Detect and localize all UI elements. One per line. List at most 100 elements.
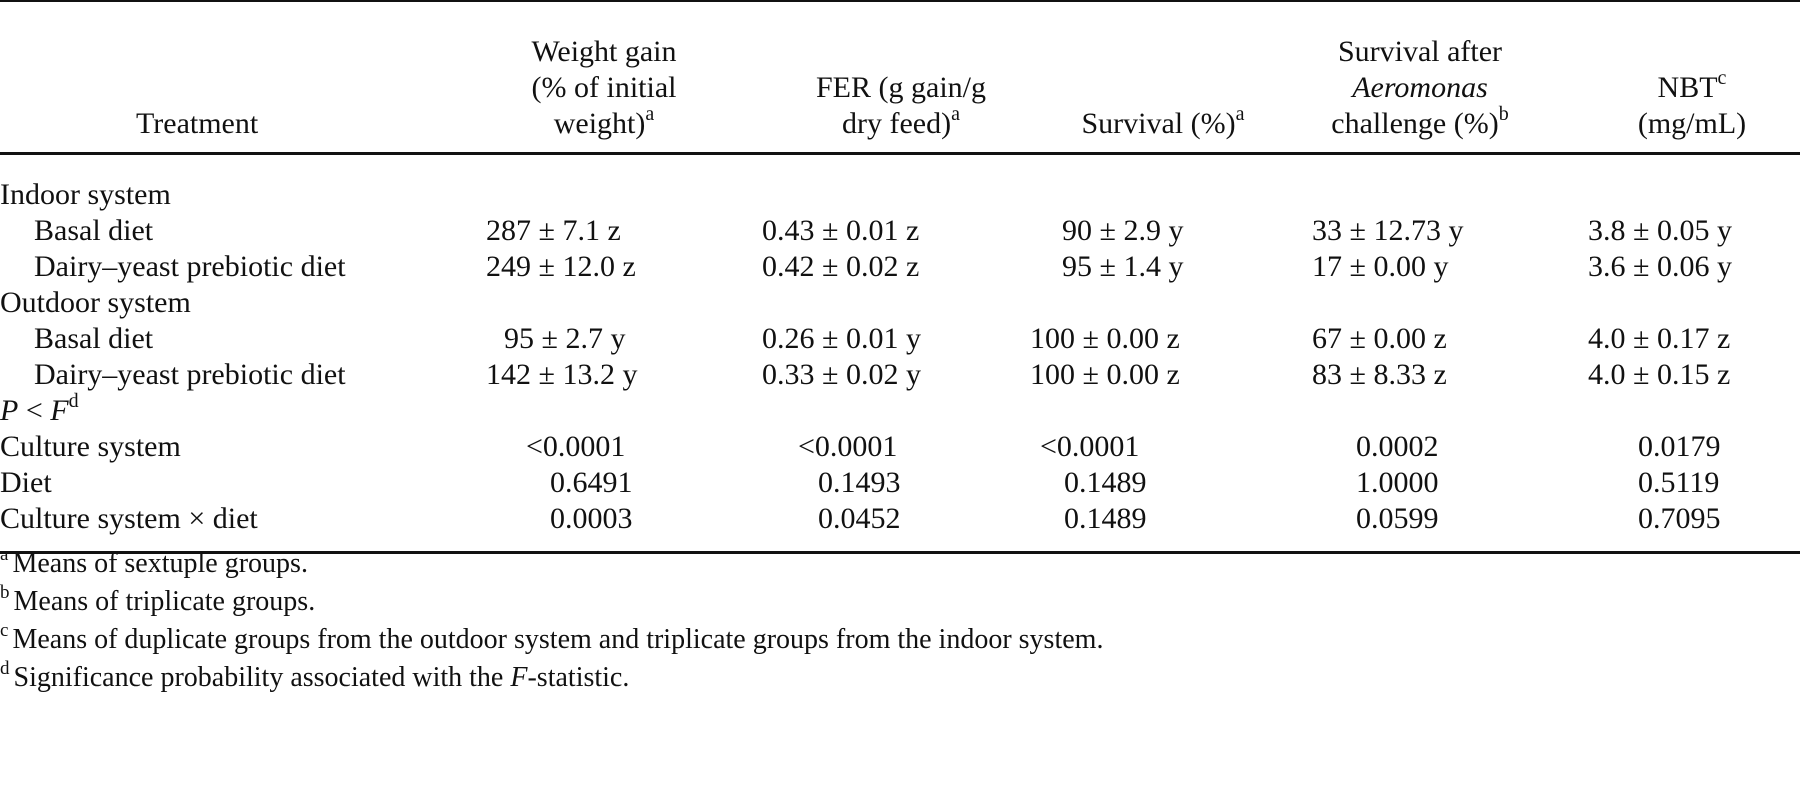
pf-f: F [50, 393, 69, 427]
cell-weight-gain: 142 ± 13.2 y [486, 357, 638, 391]
header-weight-gain: Weight gain (% of initial weight)a [460, 0, 728, 155]
cell-challenge: 1.0000 [1356, 465, 1439, 499]
cell-fer: 0.26 ± 0.01 y [762, 321, 921, 355]
footnote-mark: c [0, 619, 9, 641]
row-label: Dairy–yeast prebiotic diet [34, 357, 346, 391]
cell-nbt: 0.0179 [1638, 429, 1721, 463]
cell-fer: 0.42 ± 0.02 z [762, 249, 920, 283]
cell-challenge: 0.0002 [1356, 429, 1439, 463]
footnote-mark: b [1498, 102, 1509, 125]
header-challenge-line2: Aeromonas [1352, 70, 1488, 104]
cell-challenge: 83 ± 8.33 z [1312, 357, 1447, 391]
pf-op: < [18, 393, 51, 427]
cell-nbt: 3.6 ± 0.06 y [1588, 249, 1732, 283]
row-label: Dairy–yeast prebiotic diet [34, 249, 346, 283]
table-row: Culture system × diet 0.0003 0.0452 0.14… [0, 500, 1800, 554]
cell-challenge: 67 ± 0.00 z [1312, 321, 1447, 355]
cell-survival: 100 ± 0.00 z [1030, 357, 1180, 391]
cell-survival: 0.1489 [1064, 465, 1147, 499]
table-row: Culture system <0.0001 <0.0001 <0.0001 0… [0, 429, 1800, 465]
cell-weight-gain: 0.6491 [550, 465, 633, 499]
results-table: Treatment Weight gain (% of initial weig… [0, 0, 1800, 554]
cell-fer: 0.33 ± 0.02 y [762, 357, 921, 391]
header-fer: FER (g gain/g dry feed)a [728, 0, 1014, 155]
cell-survival: <0.0001 [1040, 429, 1140, 463]
header-nbt-text: NBT [1657, 70, 1718, 104]
pf-p: P [0, 393, 19, 427]
section-row-outdoor: Outdoor system [0, 285, 1800, 321]
header-survival-text: Survival (%) [1081, 106, 1236, 140]
footnote-mark: d [0, 657, 10, 679]
table-row: Basal diet 287 ± 7.1 z 0.43 ± 0.01 z 90 … [0, 213, 1800, 249]
header-challenge-line3-text: challenge (%) [1331, 106, 1499, 140]
cell-nbt: 0.5119 [1638, 465, 1720, 499]
header-nbt-line1: NBTc [1584, 66, 1800, 106]
footnote-text-post: -statistic. [527, 662, 630, 693]
footnote-mark: a [951, 102, 960, 125]
footnote-mark: c [1717, 66, 1727, 89]
header-treatment: Treatment [0, 0, 460, 155]
header-row: Treatment Weight gain (% of initial weig… [0, 0, 1800, 155]
cell-weight-gain: 0.0003 [460, 500, 728, 554]
header-nbt: NBTc (mg/mL) [1544, 0, 1800, 155]
header-nbt-line2: (mg/mL) [1637, 106, 1747, 140]
row-label: Diet [0, 465, 52, 499]
cell-survival: 100 ± 0.00 z [1030, 321, 1180, 355]
table-row: Dairy–yeast prebiotic diet 249 ± 12.0 z … [0, 249, 1800, 285]
cell-weight-gain: 95 ± 2.7 y [504, 321, 626, 355]
footnote-mark: d [68, 389, 79, 412]
header-weight-gain-line3: weight)a [480, 102, 728, 142]
footnote-c: c Means of duplicate groups from the outd… [0, 621, 1800, 659]
footnote-text: Means of sextuple groups. [12, 548, 308, 579]
section-row-indoor: Indoor system [0, 153, 1800, 213]
footnote-text: Means of duplicate groups from the outdo… [12, 624, 1104, 655]
header-survival-line1: Survival (%)a [1054, 102, 1272, 142]
cell-survival: 90 ± 2.9 y [1062, 213, 1184, 247]
table-row: Dairy–yeast prebiotic diet 142 ± 13.2 y … [0, 357, 1800, 393]
row-label: Basal diet [34, 321, 154, 355]
footnote-text-italic: F [510, 662, 528, 693]
table-row: Diet 0.6491 0.1493 0.1489 1.0000 0.5119 [0, 465, 1800, 501]
header-fer-line1: FER (g gain/g [816, 70, 986, 104]
footnote-mark: a [645, 102, 655, 125]
header-fer-line2-text: dry feed) [842, 106, 952, 140]
header-weight-gain-line2: (% of initial [531, 70, 677, 104]
table-row: Basal diet 95 ± 2.7 y 0.26 ± 0.01 y 100 … [0, 321, 1800, 357]
footnote-text-pre: Significance probability associated with… [13, 662, 511, 693]
footnote-text: Means of triplicate groups. [13, 586, 316, 617]
footnote-mark: a [1235, 102, 1245, 125]
cell-fer: <0.0001 [798, 429, 898, 463]
header-challenge: Survival after Aeromonas challenge (%)b [1272, 0, 1544, 155]
cell-weight-gain: 249 ± 12.0 z [486, 249, 636, 283]
header-challenge-line3: challenge (%)b [1296, 102, 1544, 142]
footnote-b: b Means of triplicate groups. [0, 583, 1800, 621]
cell-nbt: 3.8 ± 0.05 y [1588, 213, 1732, 247]
section-label: Indoor system [0, 177, 171, 211]
footnote-mark: a [0, 543, 9, 565]
cell-nbt: 4.0 ± 0.17 z [1588, 321, 1731, 355]
section-label: Outdoor system [0, 285, 191, 319]
cell-weight-gain: 287 ± 7.1 z [486, 213, 621, 247]
cell-survival: 95 ± 1.4 y [1062, 249, 1184, 283]
header-challenge-line1: Survival after [1337, 34, 1503, 68]
footnote-a: a Means of sextuple groups. [0, 545, 1800, 583]
row-label: Culture system [0, 429, 181, 463]
header-treatment-text: Treatment [136, 106, 259, 140]
row-label: Basal diet [34, 213, 154, 247]
cell-nbt: 0.7095 [1544, 500, 1800, 554]
cell-fer: 0.1493 [818, 465, 901, 499]
footnote-mark: b [0, 581, 10, 603]
row-label: Culture system × diet [0, 500, 460, 554]
cell-nbt: 4.0 ± 0.15 z [1588, 357, 1731, 391]
cell-survival: 0.1489 [1014, 500, 1272, 554]
cell-challenge: 17 ± 0.00 y [1312, 249, 1449, 283]
cell-challenge: 33 ± 12.73 y [1312, 213, 1464, 247]
cell-fer: 0.0452 [728, 500, 1014, 554]
header-weight-gain-line1: Weight gain [531, 34, 677, 68]
footnotes: a Means of sextuple groups. b Means of tri… [0, 545, 1800, 697]
cell-challenge: 0.0599 [1272, 500, 1544, 554]
pf-heading: P < Fd [0, 389, 1800, 429]
cell-weight-gain: <0.0001 [526, 429, 626, 463]
pf-heading-row: P < Fd [0, 389, 1800, 429]
